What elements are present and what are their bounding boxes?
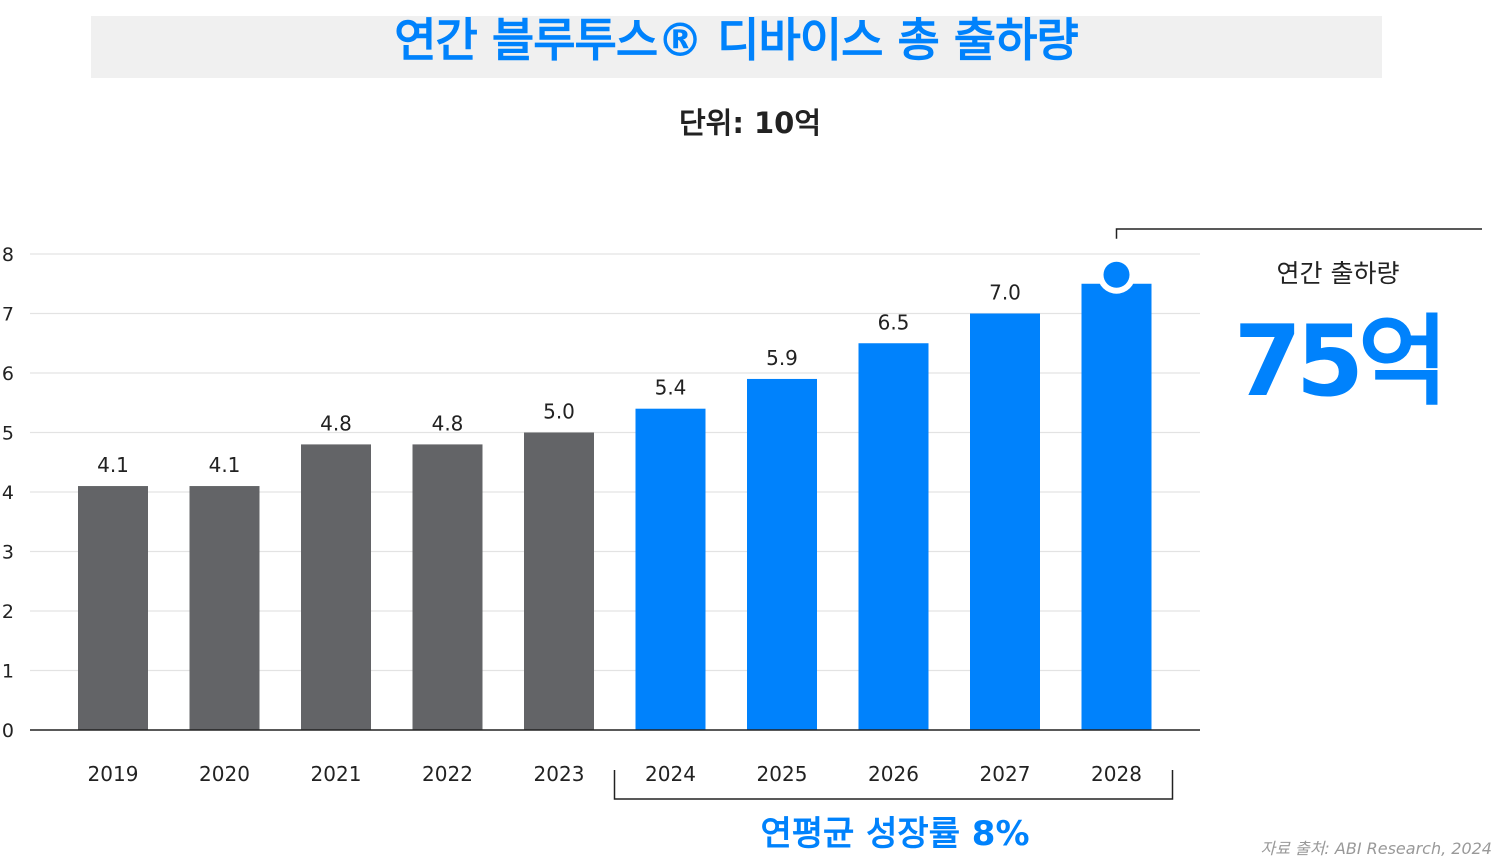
bar-2022 — [412, 444, 483, 730]
callout-value: 75억 — [1233, 305, 1449, 419]
x-tick-label: 2026 — [868, 762, 919, 786]
x-tick-label: 2027 — [980, 762, 1031, 786]
callout-label: 연간 출하량 — [1276, 259, 1400, 288]
chart-title: 연간 블루투스® 디바이스 총 출하량 — [394, 13, 1079, 67]
x-tick-label: 2019 — [88, 762, 139, 786]
bar-2019 — [78, 486, 148, 730]
y-tick-label: 4 — [2, 482, 14, 504]
y-tick-label: 1 — [2, 661, 14, 683]
y-tick-label: 7 — [2, 304, 14, 326]
data-label: 5.0 — [543, 400, 575, 424]
cagr-label: 연평균 성장률 8% — [760, 814, 1030, 854]
y-tick-label: 8 — [2, 244, 14, 266]
bar-2026 — [858, 343, 929, 730]
y-tick-label: 3 — [2, 542, 14, 564]
bar-2020 — [189, 486, 260, 730]
y-tick-label: 0 — [2, 720, 14, 742]
callout-leader-line — [1115, 228, 1482, 239]
unit-label: 단위: 10억 — [678, 106, 822, 140]
cagr-bracket — [613, 770, 1174, 800]
x-tick-label: 2028 — [1091, 762, 1142, 786]
x-tick-label: 2024 — [645, 762, 696, 786]
x-tick-label: 2022 — [422, 762, 473, 786]
bar-2025 — [747, 378, 817, 730]
x-tick-label: 2020 — [199, 762, 250, 786]
source-note: 자료 출처: ABI Research, 2024 — [1260, 839, 1492, 858]
bar-2028 — [1081, 283, 1152, 730]
title-band — [91, 16, 1382, 78]
y-tick-label: 5 — [2, 423, 14, 445]
bar-2024 — [635, 408, 706, 730]
highlight-marker — [1103, 261, 1130, 288]
x-tick-label: 2021 — [311, 762, 362, 786]
bar-2023 — [524, 432, 594, 730]
bar-2021 — [301, 444, 371, 730]
data-label: 4.8 — [432, 411, 464, 435]
bar-2027 — [970, 313, 1040, 730]
data-label: 7.0 — [989, 281, 1021, 305]
data-label: 5.9 — [766, 346, 798, 370]
data-label: 6.5 — [878, 310, 910, 334]
data-label: 5.4 — [655, 376, 687, 400]
data-label: 4.1 — [209, 453, 241, 477]
x-tick-label: 2025 — [757, 762, 808, 786]
y-tick-label: 2 — [2, 601, 14, 623]
y-tick-label: 6 — [2, 363, 14, 385]
x-tick-label: 2023 — [534, 762, 585, 786]
data-label: 4.8 — [320, 411, 352, 435]
data-label: 4.1 — [97, 453, 129, 477]
